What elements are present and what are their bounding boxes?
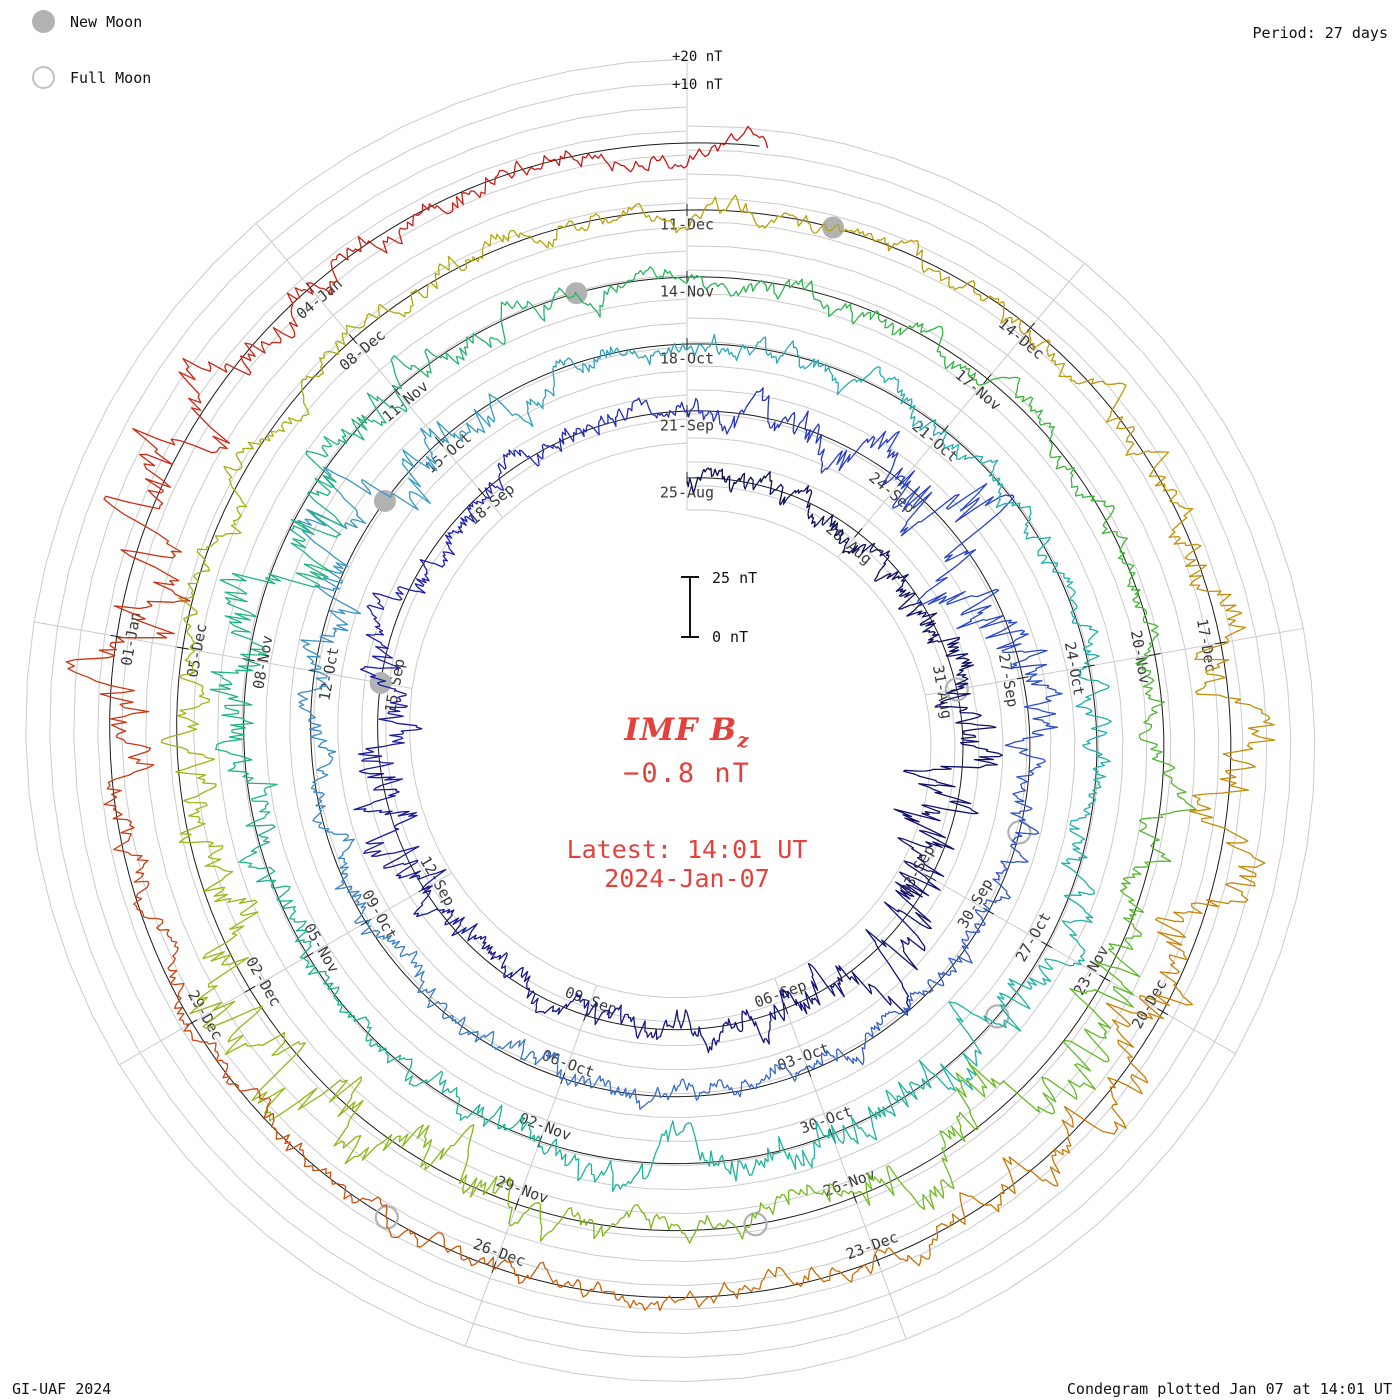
grid-spoke: [255, 223, 504, 518]
date-tick: [854, 527, 863, 538]
grid-spoke: [837, 262, 1085, 558]
date-tick: [360, 918, 372, 926]
grid-spiral: [145, 178, 1196, 1263]
date-label: 21-Oct: [909, 417, 962, 466]
date-label: 17-Nov: [952, 366, 1005, 415]
scale-bar-top-label: 25 nT: [712, 569, 757, 587]
date-tick: [434, 436, 444, 447]
date-tick: [244, 985, 256, 993]
radial-axis-label: +20 nT: [672, 49, 723, 65]
date-label: 09-Sep: [562, 983, 619, 1018]
full-moon-marker: [944, 677, 969, 702]
date-tick: [477, 488, 487, 498]
date-label: 12-Oct: [315, 646, 342, 702]
date-label: 02-Dec: [242, 954, 285, 1010]
date-label: 18-Oct: [660, 350, 714, 368]
date-tick: [983, 373, 992, 384]
date-tick: [925, 874, 937, 882]
date-label: 02-Nov: [517, 1109, 574, 1144]
ring-baseline: [109, 142, 1232, 1298]
ring-baseline: [243, 276, 1098, 1165]
date-tick: [348, 334, 358, 344]
date-label: 17-Dec: [1193, 617, 1220, 673]
date-label: 11-Dec: [660, 216, 714, 234]
date-tick: [1214, 641, 1227, 645]
new-moon-label: New Moon: [70, 12, 143, 31]
date-label: 21-Sep: [660, 417, 714, 435]
grid-spiral: [361, 394, 980, 1047]
center-annotation: IMF Bz −0.8 nT Latest: 14:01 UT 2024-Jan…: [447, 712, 927, 893]
full-moon-marker: [1007, 820, 1032, 845]
ring-baseline: [310, 343, 1031, 1098]
date-label: 27-Oct: [1012, 909, 1055, 965]
latest-line1: Latest: 14:01 UT: [566, 835, 808, 865]
full-moon-label: Full Moon: [70, 68, 152, 87]
grid-spoke: [925, 627, 1304, 696]
date-label: 14-Nov: [660, 283, 714, 301]
date-tick: [302, 952, 314, 960]
grid-spiral: [73, 106, 1268, 1335]
date-tick: [983, 907, 995, 915]
latest-line2: 2024-Jan-07: [604, 864, 770, 894]
grid-spoke: [118, 872, 452, 1066]
legend-new-moon: New Moon: [32, 10, 151, 33]
credit-plotted: Condegram plotted Jan 07 at 14:01 UT: [1066, 1380, 1392, 1398]
plot-annotations: 25 nT 0 nT +20 nT +10 nT: [672, 49, 757, 646]
date-tick: [1099, 974, 1111, 982]
date-tick: [1157, 1008, 1169, 1016]
grid-spiral: [121, 154, 1220, 1287]
date-label: 29-Dec: [184, 987, 227, 1043]
credit-gi-uaf: GI-UAF 2024: [12, 1380, 112, 1398]
date-tick: [851, 1191, 858, 1204]
grid-spoke: [902, 861, 1236, 1055]
imf-bz-trace: [65, 125, 1276, 1312]
date-tick: [1041, 941, 1053, 949]
radial-axis-label: +10 nT: [672, 77, 723, 93]
grid-spoke: [464, 985, 598, 1347]
grid-spiral: [313, 346, 1028, 1095]
grid-spiral: [25, 58, 1316, 1383]
grid-spoke: [774, 978, 907, 1340]
grid-spiral: [49, 82, 1292, 1359]
date-tick: [783, 1002, 789, 1015]
date-tick: [1016, 676, 1029, 680]
moon-legend: New Moon Full Moon: [32, 10, 151, 122]
date-label: 04-Jan: [293, 274, 346, 323]
date-label: 11-Nov: [379, 377, 432, 426]
period-label: Period: 27 days: [1252, 24, 1388, 42]
date-tick: [806, 1065, 812, 1078]
scale-bar-bottom-label: 0 nT: [712, 628, 748, 646]
date-label: 29-Nov: [494, 1172, 551, 1207]
legend-full-moon: Full Moon: [32, 66, 151, 89]
grid-spiral: [265, 298, 1076, 1143]
latest-timestamp: Latest: 14:01 UT 2024-Jan-07: [447, 835, 927, 893]
date-label: 30-Sep: [954, 875, 997, 931]
date-tick: [514, 1198, 520, 1211]
grid-spiral: [193, 226, 1148, 1215]
new-moon-icon: [32, 10, 55, 33]
date-tick: [491, 1261, 497, 1274]
imf-bz-title: IMF Bz: [624, 712, 750, 753]
grid-spoke: [33, 621, 413, 690]
date-tick: [1148, 653, 1161, 657]
ring-baseline-stub: [686, 142, 760, 147]
full-moon-icon: [32, 66, 55, 89]
date-label: 23-Dec: [844, 1228, 901, 1263]
date-label: 25-Aug: [660, 484, 714, 502]
date-tick: [242, 658, 255, 662]
date-tick: [1026, 322, 1035, 333]
imf-bz-value: −0.8 nT: [623, 758, 751, 790]
grid-spiral: [217, 250, 1124, 1191]
date-tick: [176, 646, 189, 650]
grid-spiral: [241, 274, 1100, 1167]
full-moon-marker: [743, 1212, 768, 1237]
date-label: 30-Oct: [798, 1102, 855, 1137]
date-tick: [1082, 664, 1095, 668]
date-label: 20-Nov: [1127, 629, 1154, 685]
grid-spiral: [337, 370, 1004, 1071]
grid-spiral: [409, 442, 932, 999]
date-tick: [874, 1254, 880, 1267]
